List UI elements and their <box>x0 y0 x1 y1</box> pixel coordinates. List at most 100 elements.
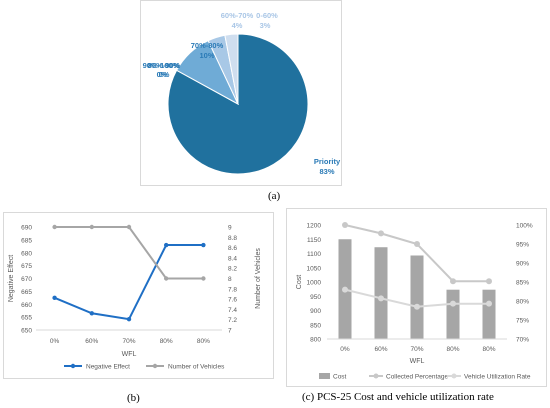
data-point <box>342 222 348 228</box>
bar-cost <box>374 247 388 339</box>
series-line-0 <box>54 244 204 321</box>
legend-label: Number of Vehicles <box>168 364 225 371</box>
y-tick-label: 670 <box>21 276 32 283</box>
x-tick-label: 0% <box>50 338 60 345</box>
bar-cost <box>410 255 424 339</box>
x-tick-label: 70% <box>410 346 423 353</box>
legend-label: Vehicle Utilization Rate <box>464 374 531 381</box>
y2-tick-label: 8.4 <box>228 255 237 262</box>
data-point <box>486 278 492 285</box>
pie-chart-panel: Priority 83% 70%-80% 10% 60%-70% 4% 0-60% 3% 90%… <box>140 0 342 186</box>
caption-a: (a) <box>268 190 281 202</box>
data-point <box>89 224 95 230</box>
data-point <box>450 278 456 285</box>
y-tick-label: 1200 <box>307 223 322 230</box>
legend-marker <box>451 373 457 379</box>
y-tick-label: 800 <box>310 337 321 344</box>
y2-tick-label: 75% <box>516 318 529 325</box>
y-tick-label: 1150 <box>307 237 321 244</box>
line-chart: 650 655 660 665 670 675 680 685 690 7 7.2 7.4 7.6 7.8… <box>8 224 262 371</box>
data-point <box>378 295 384 302</box>
legend-marker <box>70 363 76 369</box>
legend-label: Cost <box>333 374 347 381</box>
x-tick-label: 80% <box>446 346 459 353</box>
y-axis-title: Cost <box>296 275 303 289</box>
bar-cost <box>446 289 460 339</box>
caption-c: (c) PCS-25 Cost and vehicle utilization … <box>302 391 494 403</box>
data-point <box>89 311 95 316</box>
y-tick-label: 1100 <box>307 251 321 258</box>
data-point <box>52 295 57 301</box>
y2-tick-label: 7.8 <box>228 286 237 293</box>
x-axis-title: WFL <box>410 358 425 365</box>
caption-b: (b) <box>127 392 140 404</box>
combo-chart: 800 850 900 950 1000 1050 1100 1150 1200 70% 75% 80… <box>296 222 533 381</box>
data-point <box>486 300 492 307</box>
data-point <box>378 230 384 237</box>
y2-tick-label: 7.4 <box>228 307 237 314</box>
pie-label-priority-pct: 83% <box>319 167 334 176</box>
y2-tick-label: 85% <box>516 280 529 287</box>
y2-tick-label: 8 <box>228 276 232 283</box>
combo-chart-panel: 800 850 900 950 1000 1050 1100 1150 1200 70% 75% 80… <box>286 208 547 387</box>
data-point <box>450 300 456 307</box>
y-tick-label: 680 <box>21 250 32 257</box>
x-tick-label: 80% <box>197 338 210 345</box>
y-tick-label: 655 <box>21 315 32 322</box>
pie-label-70-80: 70%-80% <box>191 41 224 50</box>
y2-tick-label: 80% <box>516 299 529 306</box>
pie-label-priority: Priority <box>314 157 341 166</box>
pie-label-80-90: 80%-90% <box>148 61 181 70</box>
y2-tick-label: 95% <box>516 242 529 249</box>
data-point <box>52 224 57 230</box>
x-tick-label: 60% <box>85 338 98 345</box>
line-chart-panel: 650 655 660 665 670 675 680 685 690 7 7.2 7.4 7.6 7.8… <box>3 212 274 379</box>
y-tick-label: 950 <box>310 294 321 301</box>
y-tick-label: 1050 <box>307 265 322 272</box>
y2-tick-label: 7.6 <box>228 297 237 304</box>
data-point <box>201 276 206 281</box>
data-point <box>164 242 169 248</box>
y-tick-label: 675 <box>21 263 32 270</box>
y-tick-label: 650 <box>21 328 32 335</box>
y2-tick-label: 70% <box>516 337 529 344</box>
legend-label: Collected Percentage <box>386 374 449 381</box>
y2-tick-label: 8.2 <box>228 266 237 273</box>
y2-tick-label: 100% <box>516 223 533 230</box>
data-point <box>201 242 206 248</box>
y-tick-label: 850 <box>310 322 321 329</box>
y-tick-label: 685 <box>21 237 32 244</box>
y2-tick-label: 8.8 <box>228 235 237 242</box>
x-tick-label: 0% <box>340 346 350 353</box>
legend-marker <box>373 373 379 379</box>
y-tick-label: 900 <box>310 308 321 315</box>
y-tick-label: 660 <box>21 302 32 309</box>
y-tick-label: 690 <box>21 225 32 232</box>
pie-label-0-60-pct: 3% <box>260 21 271 30</box>
pie-slice-0-60% <box>224 33 239 105</box>
y2-tick-label: 7.2 <box>228 317 237 324</box>
data-point <box>414 303 420 310</box>
x-tick-label: 80% <box>482 346 495 353</box>
y2-tick-label: 9 <box>228 225 232 232</box>
bar-cost <box>482 289 496 339</box>
y2-tick-label: 7 <box>228 328 232 335</box>
pie-label-80-90-pct: 0% <box>159 70 170 79</box>
x-tick-label: 80% <box>160 338 173 345</box>
pie-label-0-60: 0-60% <box>256 11 278 20</box>
y2-tick-label: 90% <box>516 261 529 268</box>
series-line-1 <box>54 226 204 280</box>
x-axis-title: WFL <box>122 351 137 358</box>
data-point <box>126 316 132 322</box>
data-point <box>414 241 420 247</box>
legend-marker <box>152 363 158 369</box>
pie-label-90-100: 90%-100% <box>143 61 180 70</box>
pie-label-60-70: 60%-70% <box>221 11 254 20</box>
y2-tick-label: 8.6 <box>228 245 237 252</box>
pie-label-70-80-pct: 10% <box>199 51 214 60</box>
data-point <box>126 224 132 230</box>
pie-label-90-100-pct: 0% <box>157 70 168 79</box>
data-point <box>342 286 348 293</box>
legend-swatch <box>319 373 330 379</box>
